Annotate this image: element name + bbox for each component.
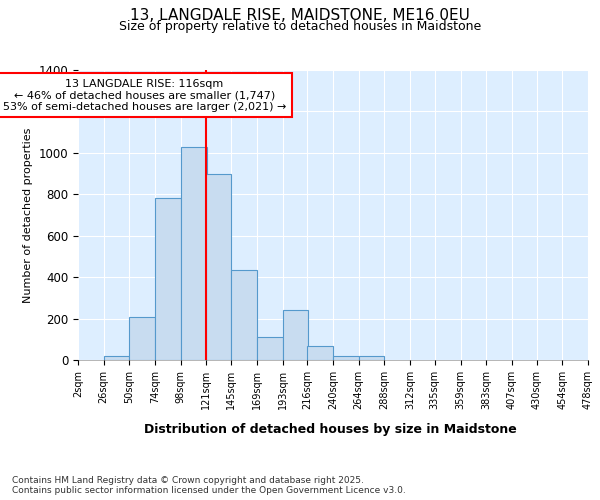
Text: 13 LANGDALE RISE: 116sqm
← 46% of detached houses are smaller (1,747)
53% of sem: 13 LANGDALE RISE: 116sqm ← 46% of detach… [2, 78, 286, 112]
Bar [307, 346, 333, 360]
Bar [205, 174, 231, 360]
Bar [359, 356, 385, 360]
Text: Size of property relative to detached houses in Maidstone: Size of property relative to detached ho… [119, 20, 481, 33]
Bar [231, 270, 257, 360]
Bar [333, 356, 359, 360]
Text: Distribution of detached houses by size in Maidstone: Distribution of detached houses by size … [143, 422, 517, 436]
Bar [130, 316, 155, 360]
Text: Contains HM Land Registry data © Crown copyright and database right 2025.
Contai: Contains HM Land Registry data © Crown c… [12, 476, 406, 495]
Bar [181, 146, 206, 360]
Text: 13, LANGDALE RISE, MAIDSTONE, ME16 0EU: 13, LANGDALE RISE, MAIDSTONE, ME16 0EU [130, 8, 470, 22]
Y-axis label: Number of detached properties: Number of detached properties [23, 128, 33, 302]
Bar [104, 356, 130, 360]
Bar [283, 310, 308, 360]
Bar [257, 337, 283, 360]
Bar [155, 198, 181, 360]
